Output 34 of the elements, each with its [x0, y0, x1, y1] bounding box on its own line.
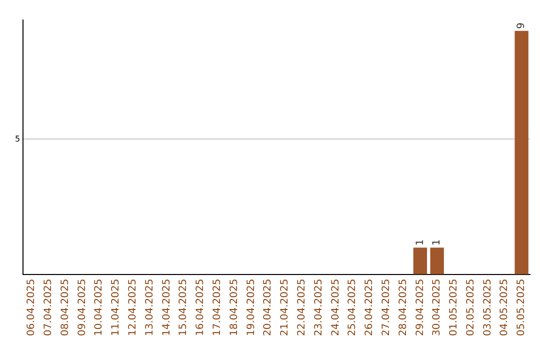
y-tick-label: 5: [14, 134, 20, 144]
x-tick-label: 19.04.2025: [246, 278, 257, 336]
x-tick-label: 08.04.2025: [60, 278, 71, 336]
data-label: 1: [414, 239, 426, 246]
x-tick-label: 05.05.2025: [516, 278, 528, 336]
x-tick-label: 09.04.2025: [76, 278, 88, 336]
x-tick-label: 29.04.2025: [414, 278, 426, 336]
data-label: 9: [516, 22, 528, 29]
x-tick-label: 21.04.2025: [280, 278, 291, 336]
x-tick-label: 12.04.2025: [128, 278, 139, 336]
x-tick-label: 06.04.2025: [26, 278, 38, 336]
x-tick-label: 24.04.2025: [330, 278, 342, 336]
x-tick-label: 11.04.2025: [110, 278, 122, 336]
x-tick-label: 20.04.2025: [262, 278, 274, 336]
x-tick-label: 23.04.2025: [313, 278, 324, 336]
x-tick-label: 17.04.2025: [212, 278, 223, 336]
x-tick-label: 15.04.2025: [178, 278, 190, 336]
x-tick-label: 18.04.2025: [228, 278, 240, 336]
x-tick-label: 04.05.2025: [499, 278, 510, 336]
x-tick-label: 30.04.2025: [432, 278, 443, 336]
data-label: 1: [432, 239, 443, 246]
x-tick-label: 27.04.2025: [380, 278, 392, 336]
x-tick-label: 26.04.2025: [364, 278, 376, 336]
x-tick-label: 28.04.2025: [398, 278, 409, 336]
x-tick-label: 25.04.2025: [347, 278, 358, 336]
x-tick-label: 03.05.2025: [482, 278, 494, 336]
x-tick-label: 22.04.2025: [296, 278, 308, 336]
x-tick-label: 01.05.2025: [448, 278, 460, 336]
x-tick-label: 13.04.2025: [144, 278, 156, 336]
x-tick-label: 14.04.2025: [161, 278, 172, 336]
x-tick-label: 02.05.2025: [465, 278, 476, 336]
x-tick-label: 10.04.2025: [94, 278, 105, 336]
x-tick-label: 07.04.2025: [43, 278, 54, 336]
x-tick-label: 16.04.2025: [195, 278, 206, 336]
